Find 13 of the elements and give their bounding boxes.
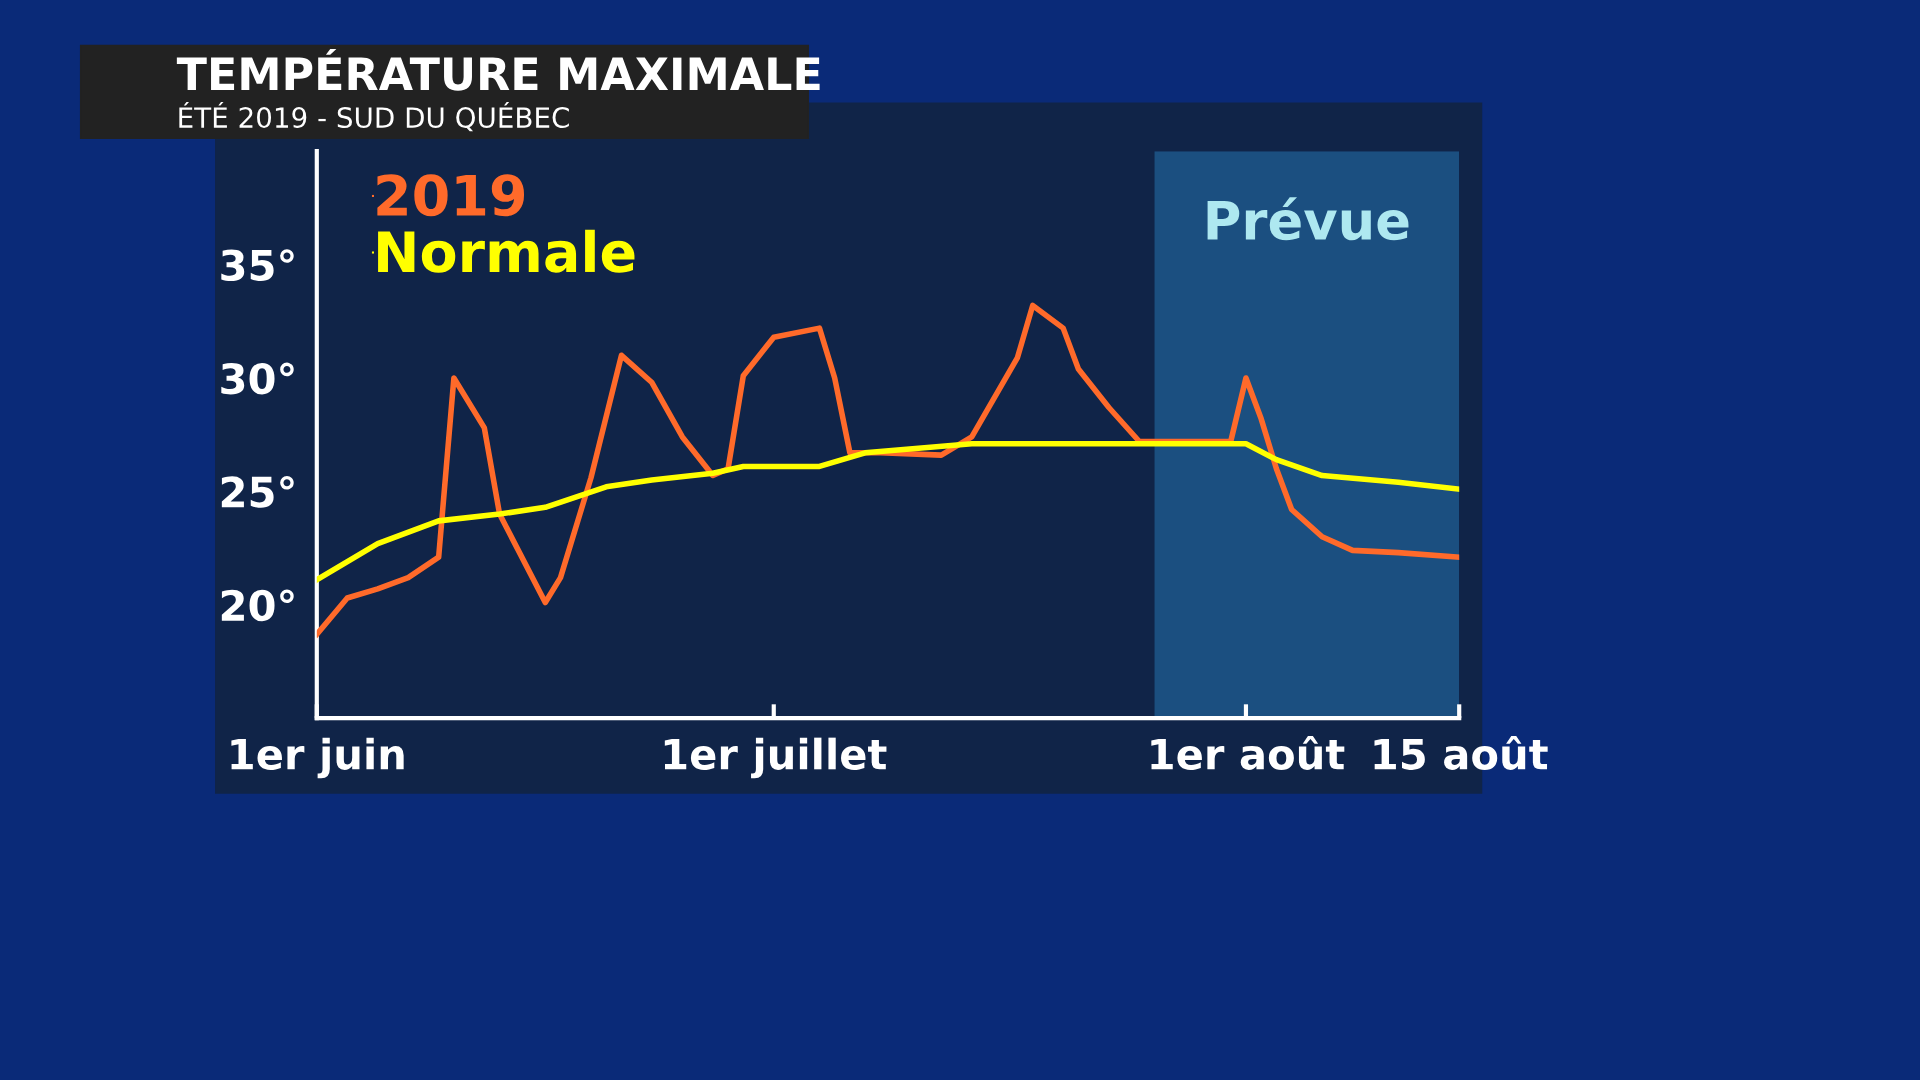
chart-subtitle: ÉTÉ 2019 - SUD DU QUÉBEC — [179, 101, 569, 132]
x-tick-label: 1er août — [1151, 735, 1345, 770]
x-tick-label: 1er juin — [231, 737, 404, 779]
y-tick-label: 30° — [221, 362, 294, 395]
legend-label: 2019 — [377, 174, 525, 217]
legend-label: Normale — [378, 229, 635, 273]
y-tick-label: 20° — [221, 589, 294, 622]
x-tick-label: 1er juillet — [664, 737, 887, 779]
y-tick-label: 25° — [221, 476, 294, 508]
x-tick-label: 15 août — [1374, 735, 1548, 770]
y-tick-label: 35° — [221, 249, 294, 282]
band-label: Prévue — [1207, 197, 1409, 241]
chart-title: TEMPÉRATURE MAXIMALE — [176, 48, 820, 91]
